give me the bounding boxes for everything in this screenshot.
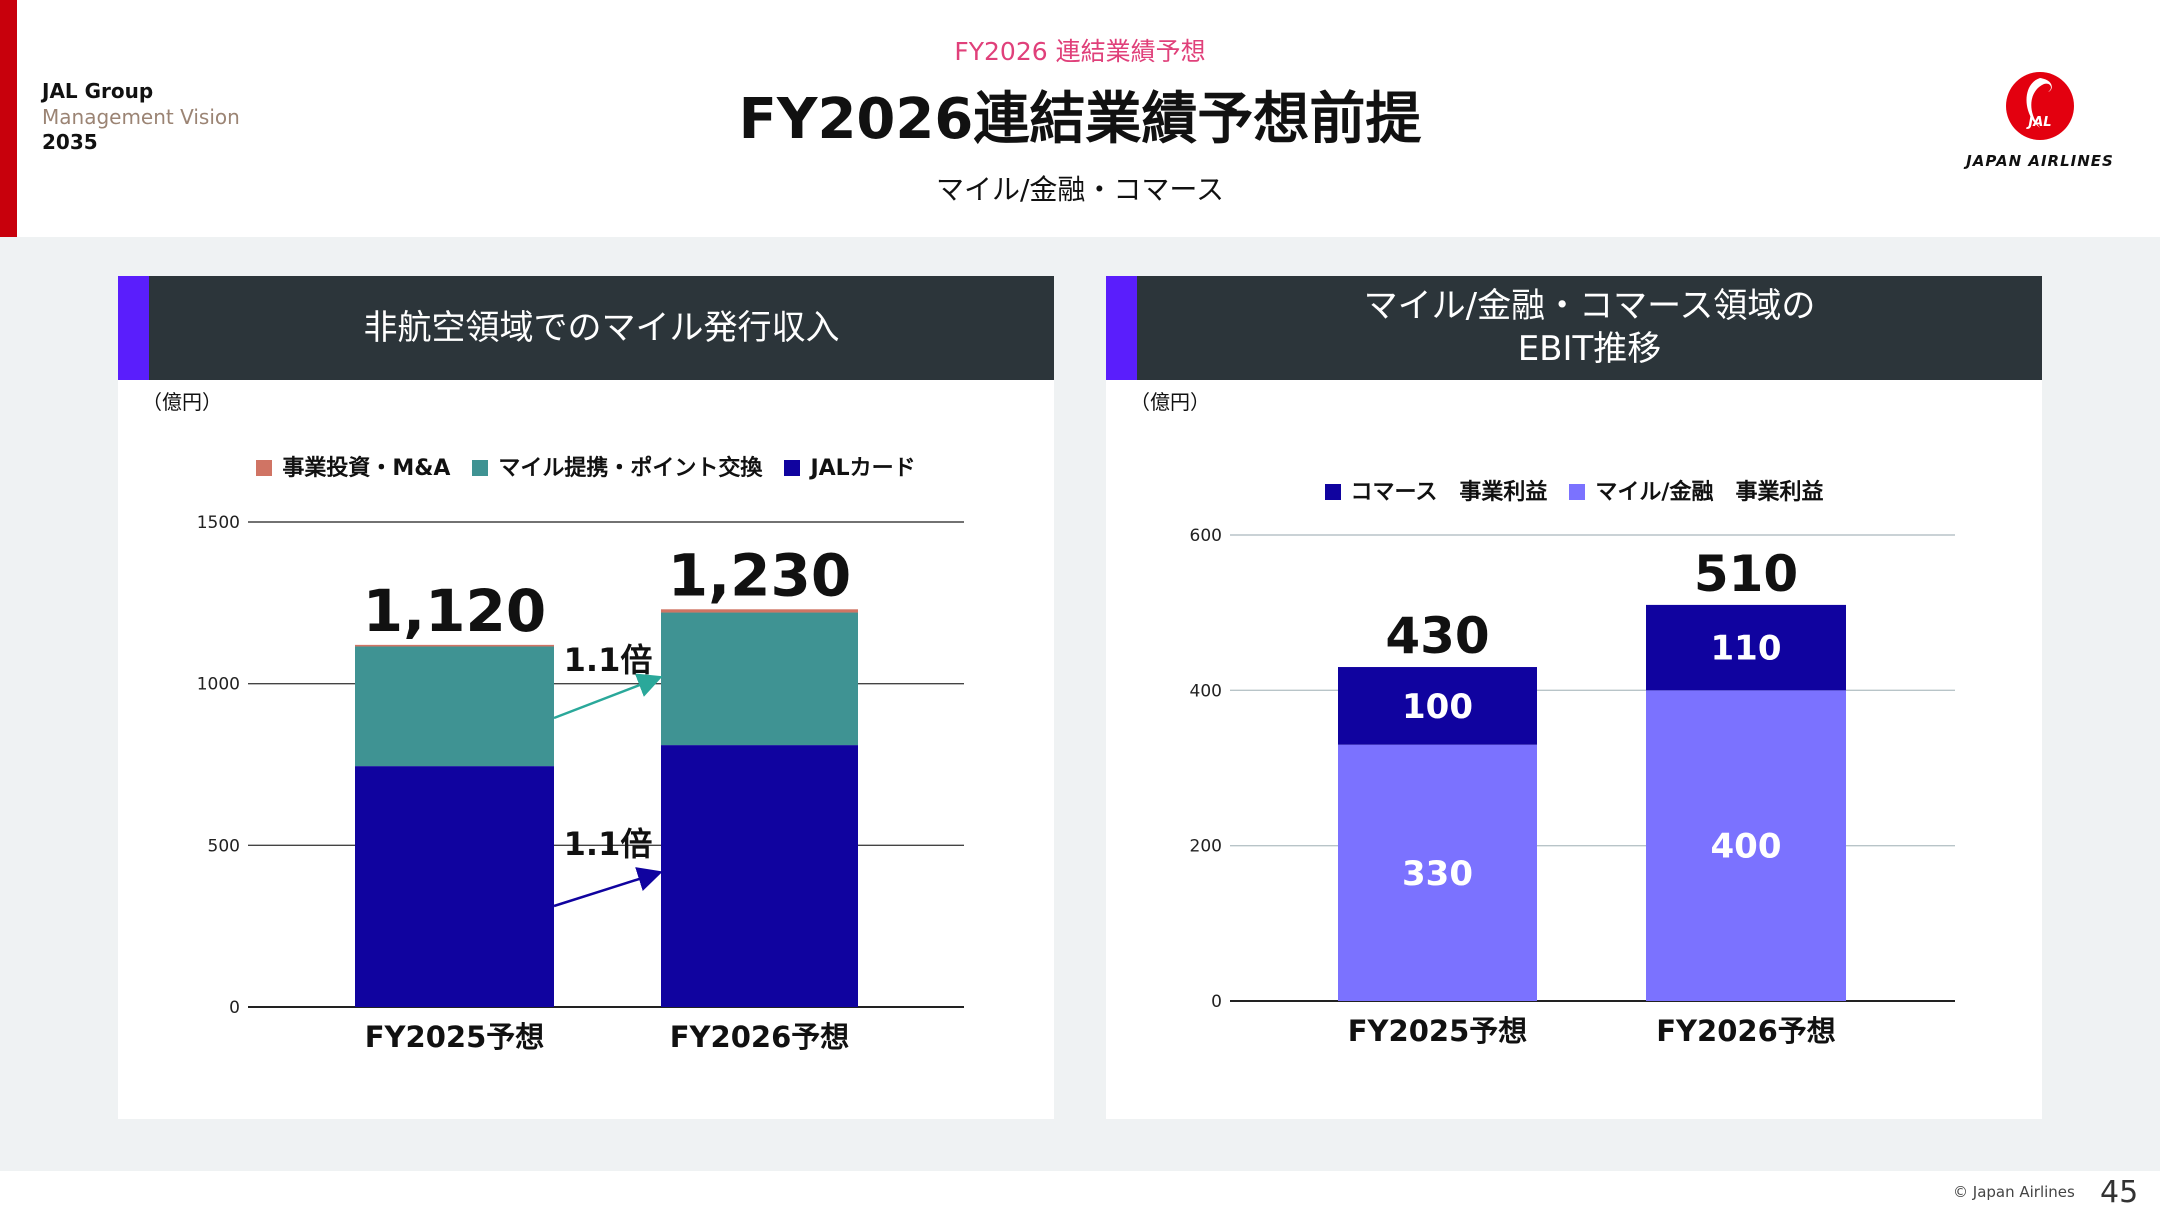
bar-total-label: 510 — [1694, 545, 1798, 603]
bar-segment — [1646, 604, 1846, 691]
legend-swatch — [784, 460, 801, 476]
panel-header — [1106, 276, 2042, 380]
legend-item: マイル/金融 事業利益 — [1569, 474, 1823, 506]
legend-label: マイル提携・ポイント交換 — [498, 456, 763, 481]
growth-label: 1.1倍 — [564, 825, 653, 863]
segment-value-label: 100 — [1402, 687, 1473, 727]
page-title: FY2026連結業績予想前提 — [738, 87, 1422, 152]
section-label: マイル/金融・コマース — [935, 173, 1225, 206]
bar-segment — [661, 609, 858, 613]
panel-mile-revenue: 非航空領域でのマイル発行収入 （億円） 事業投資・M&A マイル提携・ポイント交換… — [118, 276, 1054, 1119]
panel-accent — [118, 276, 149, 380]
brand-line-3: 2035 — [42, 130, 98, 154]
copyright: © Japan Airlines — [1953, 1183, 2075, 1201]
bar-total-label: 1,230 — [668, 541, 851, 609]
chart-legend: 事業投資・M&A マイル提携・ポイント交換 JALカード — [118, 450, 1054, 482]
y-tick-label: 500 — [208, 836, 240, 856]
panel-title: 非航空領域でのマイル発行収入 — [363, 307, 840, 348]
bar-segment — [355, 646, 554, 767]
jal-logo: JAL JAPAN AIRLINES — [1940, 70, 2140, 170]
growth-arrow — [553, 867, 663, 908]
bar-segment — [1338, 744, 1537, 1001]
panel-accent — [1106, 276, 1137, 380]
panel-header — [118, 276, 1054, 380]
legend-item: コマース 事業利益 — [1324, 474, 1548, 506]
legend-label: コマース 事業利益 — [1350, 480, 1548, 505]
unit-label: （億円） — [142, 390, 222, 414]
segment-value-label: 330 — [1402, 854, 1473, 894]
unit-label: （億円） — [1130, 390, 1210, 414]
bar-segment — [661, 745, 858, 1007]
segment-value-label: 110 — [1711, 629, 1782, 669]
segment-value-label: 400 — [1711, 827, 1782, 867]
logo-text: JAPAN AIRLINES — [1966, 152, 2114, 170]
legend-label: マイル/金融 事業利益 — [1595, 480, 1824, 505]
x-category-label: FY2026予想 — [1656, 1014, 1836, 1048]
header — [0, 0, 2160, 237]
y-tick-label: 200 — [1190, 837, 1222, 857]
brand-line-1: JAL Group — [42, 79, 154, 103]
crane-logo-icon: JAL — [2006, 72, 2074, 140]
legend-item: 事業投資・M&A — [256, 450, 450, 482]
legend-swatch — [256, 460, 273, 476]
bar-segment — [355, 644, 554, 647]
bar-segment — [661, 612, 858, 746]
footer — [0, 1171, 2160, 1215]
y-tick-label: 400 — [1190, 681, 1222, 701]
x-category-label: FY2026予想 — [670, 1020, 850, 1054]
x-category-label: FY2025予想 — [365, 1020, 545, 1054]
bar-segment — [1646, 690, 1846, 1001]
y-tick-label: 1500 — [197, 513, 240, 533]
y-tick-label: 0 — [1211, 992, 1222, 1012]
y-tick-label: 1000 — [197, 675, 240, 695]
legend-swatch — [1569, 484, 1586, 500]
x-category-label: FY2025予想 — [1348, 1014, 1528, 1048]
page-number: 45 — [2100, 1175, 2139, 1210]
y-tick-label: 600 — [1190, 526, 1222, 546]
y-tick-label: 0 — [229, 998, 240, 1018]
bar-total-label: 1,120 — [363, 577, 546, 645]
bar-total-label: 430 — [1385, 607, 1489, 665]
brand-red-bar — [0, 0, 17, 237]
page-subtitle: FY2026 連結業績予想 — [954, 37, 1206, 66]
panel-title: マイル/金融・コマース領域の EBIT推移 — [1363, 286, 1816, 369]
svg-text:JAL: JAL — [2025, 115, 2051, 130]
legend-item: JALカード — [784, 450, 916, 482]
panel-ebit: マイル/金融・コマース領域の EBIT推移 （億円） コマース 事業利益 マイル/… — [1106, 276, 2042, 1119]
growth-arrow — [553, 673, 663, 720]
chart-legend: コマース 事業利益 マイル/金融 事業利益 — [1106, 474, 2042, 506]
legend-swatch — [1324, 484, 1341, 500]
bar-segment — [1338, 667, 1537, 745]
legend-item: マイル提携・ポイント交換 — [472, 450, 762, 482]
legend-label: JALカード — [810, 456, 916, 481]
growth-label: 1.1倍 — [564, 641, 653, 679]
legend-swatch — [472, 460, 489, 476]
bar-segment — [355, 766, 554, 1007]
brand-line-2: Management Vision — [42, 105, 240, 129]
legend-label: 事業投資・M&A — [282, 456, 451, 481]
